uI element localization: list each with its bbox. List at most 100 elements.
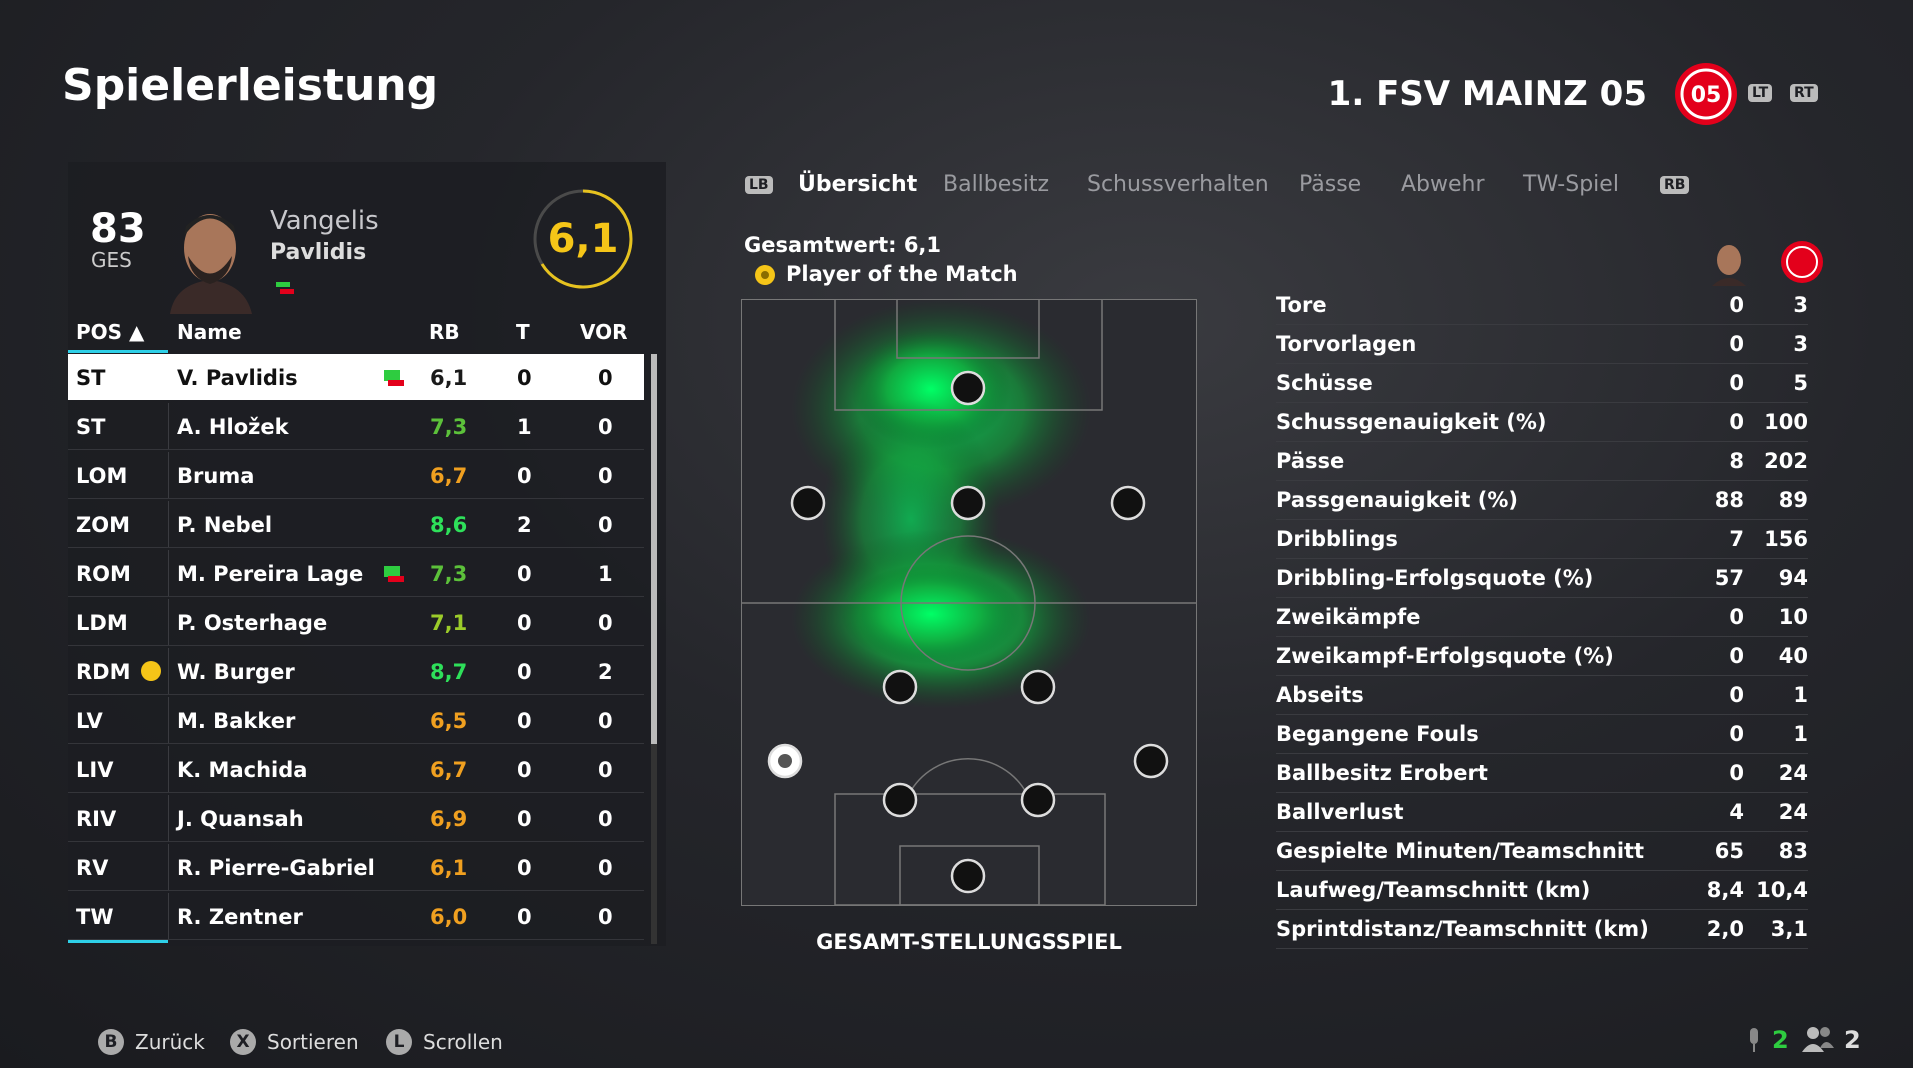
- player-stat: 0: [1729, 371, 1744, 395]
- pitch-label: GESAMT-STELLUNGSSPIEL: [816, 930, 1122, 954]
- assists: 0: [598, 856, 613, 880]
- rb-button[interactable]: RB: [1660, 176, 1690, 194]
- team-name: 1. FSV MAINZ 05: [1327, 74, 1647, 114]
- column-header[interactable]: Name: [177, 320, 242, 344]
- rating: 7,1: [430, 611, 468, 635]
- sub-icon: [276, 282, 290, 287]
- stat-label: Ballbesitz Erobert: [1276, 761, 1488, 785]
- stat-row: Laufweg/Teamschnitt (km) 8,4 10,4: [1276, 871, 1808, 910]
- pos-divider: [168, 795, 169, 841]
- button-key[interactable]: L: [386, 1029, 412, 1055]
- assists: 0: [598, 513, 613, 537]
- team-stat: 156: [1764, 527, 1808, 551]
- pos-divider: [168, 599, 169, 645]
- table-row[interactable]: ZOM P. Nebel 8,6 2 0: [68, 501, 644, 548]
- table-row[interactable]: RDM W. Burger 8,7 0 2: [68, 648, 644, 695]
- pos: LOM: [76, 464, 128, 488]
- mic-count: 2: [1772, 1026, 1789, 1054]
- sub-icon: [388, 576, 404, 582]
- player-name: V. Pavlidis: [177, 366, 298, 390]
- stat-label: Schüsse: [1276, 371, 1373, 395]
- button-key[interactable]: B: [98, 1029, 124, 1055]
- player-name: Bruma: [177, 464, 255, 488]
- assists: 0: [598, 709, 613, 733]
- assists: 0: [598, 758, 613, 782]
- goals: 0: [517, 562, 532, 586]
- button-label[interactable]: Scrollen: [423, 1030, 503, 1054]
- scroll-thumb: [651, 354, 657, 744]
- table-row[interactable]: RIV J. Quansah 6,9 0 0: [68, 795, 644, 842]
- player-stat: 0: [1729, 332, 1744, 356]
- column-header[interactable]: POS ▲: [76, 320, 145, 344]
- stat-row: Pässe 8 202: [1276, 442, 1808, 481]
- player-stat: 57: [1714, 566, 1744, 590]
- lb-button[interactable]: LB: [745, 176, 773, 194]
- table-row[interactable]: LOM Bruma 6,7 0 0: [68, 452, 644, 499]
- table-row[interactable]: ST A. Hložek 7,3 1 0: [68, 403, 644, 450]
- player-stat: 8,4: [1706, 878, 1744, 902]
- rating: 6,7: [430, 464, 468, 488]
- stat-row: Torvorlagen 0 3: [1276, 325, 1808, 364]
- stat-row: Gespielte Minuten/Teamschnitt 65 83: [1276, 832, 1808, 871]
- tab[interactable]: TW-Spiel: [1523, 172, 1619, 197]
- team-stat: 89: [1778, 488, 1808, 512]
- player-stat: 0: [1729, 605, 1744, 629]
- button-label[interactable]: Sortieren: [267, 1030, 359, 1054]
- team-stat: 1: [1793, 722, 1808, 746]
- tab[interactable]: Übersicht: [798, 172, 918, 197]
- player-stat: 0: [1729, 683, 1744, 707]
- stat-label: Torvorlagen: [1276, 332, 1417, 356]
- team-stat: 3,1: [1770, 917, 1808, 941]
- sub-icon: [384, 566, 400, 577]
- goals: 0: [517, 905, 532, 929]
- table-row[interactable]: ST V. Pavlidis 6,1 0 0: [68, 354, 644, 400]
- button-key[interactable]: X: [230, 1029, 256, 1055]
- potm-icon: [141, 661, 161, 681]
- column-header[interactable]: VOR: [580, 320, 628, 344]
- player-stat: 8: [1729, 449, 1744, 473]
- pos: RV: [76, 856, 109, 880]
- overall: 83: [90, 206, 146, 252]
- rt-button[interactable]: RT: [1790, 84, 1818, 102]
- table-row[interactable]: LDM P. Osterhage 7,1 0 0: [68, 599, 644, 646]
- table-row[interactable]: RV R. Pierre-Gabriel 6,1 0 0: [68, 844, 644, 891]
- player-stat: 4: [1729, 800, 1744, 824]
- tab[interactable]: Abwehr: [1401, 172, 1485, 197]
- rating: 6,5: [430, 709, 468, 733]
- assists: 1: [598, 562, 613, 586]
- svg-text:05: 05: [1691, 83, 1722, 108]
- rating: 6,0: [430, 905, 468, 929]
- team-stat: 202: [1764, 449, 1808, 473]
- tab[interactable]: Ballbesitz: [943, 172, 1050, 197]
- lt-button[interactable]: LT: [1748, 84, 1773, 102]
- goals: 0: [517, 660, 532, 684]
- column-header[interactable]: RB: [429, 320, 460, 344]
- pos: LDM: [76, 611, 128, 635]
- scroll-track: [651, 354, 657, 944]
- player-panel: [68, 162, 666, 946]
- button-label[interactable]: Zurück: [135, 1030, 205, 1054]
- stat-label: Begangene Fouls: [1276, 722, 1479, 746]
- team-stat: 1: [1793, 683, 1808, 707]
- table-row[interactable]: TW R. Zentner 6,0 0 0: [68, 893, 644, 940]
- goals: 0: [517, 709, 532, 733]
- table-row[interactable]: ROM M. Pereira Lage 7,3 0 1: [68, 550, 644, 597]
- stat-row: Tore 0 3: [1276, 286, 1808, 325]
- player-stat: 88: [1714, 488, 1744, 512]
- stat-label: Pässe: [1276, 449, 1345, 473]
- tab[interactable]: Pässe: [1299, 172, 1362, 197]
- pos: ZOM: [76, 513, 130, 537]
- tab[interactable]: Schussverhalten: [1087, 172, 1269, 197]
- table-row[interactable]: LV M. Bakker 6,5 0 0: [68, 697, 644, 744]
- player-stat: 0: [1729, 293, 1744, 317]
- rating: 7,3: [430, 562, 468, 586]
- goals: 1: [517, 415, 532, 439]
- team-stat: 40: [1778, 644, 1808, 668]
- table-row[interactable]: LIV K. Machida 6,7 0 0: [68, 746, 644, 793]
- assists: 2: [598, 660, 613, 684]
- stat-label: Zweikämpfe: [1276, 605, 1421, 629]
- club-logo: 05: [1675, 63, 1737, 125]
- stat-row: Zweikämpfe 0 10: [1276, 598, 1808, 637]
- column-header[interactable]: T: [516, 320, 530, 344]
